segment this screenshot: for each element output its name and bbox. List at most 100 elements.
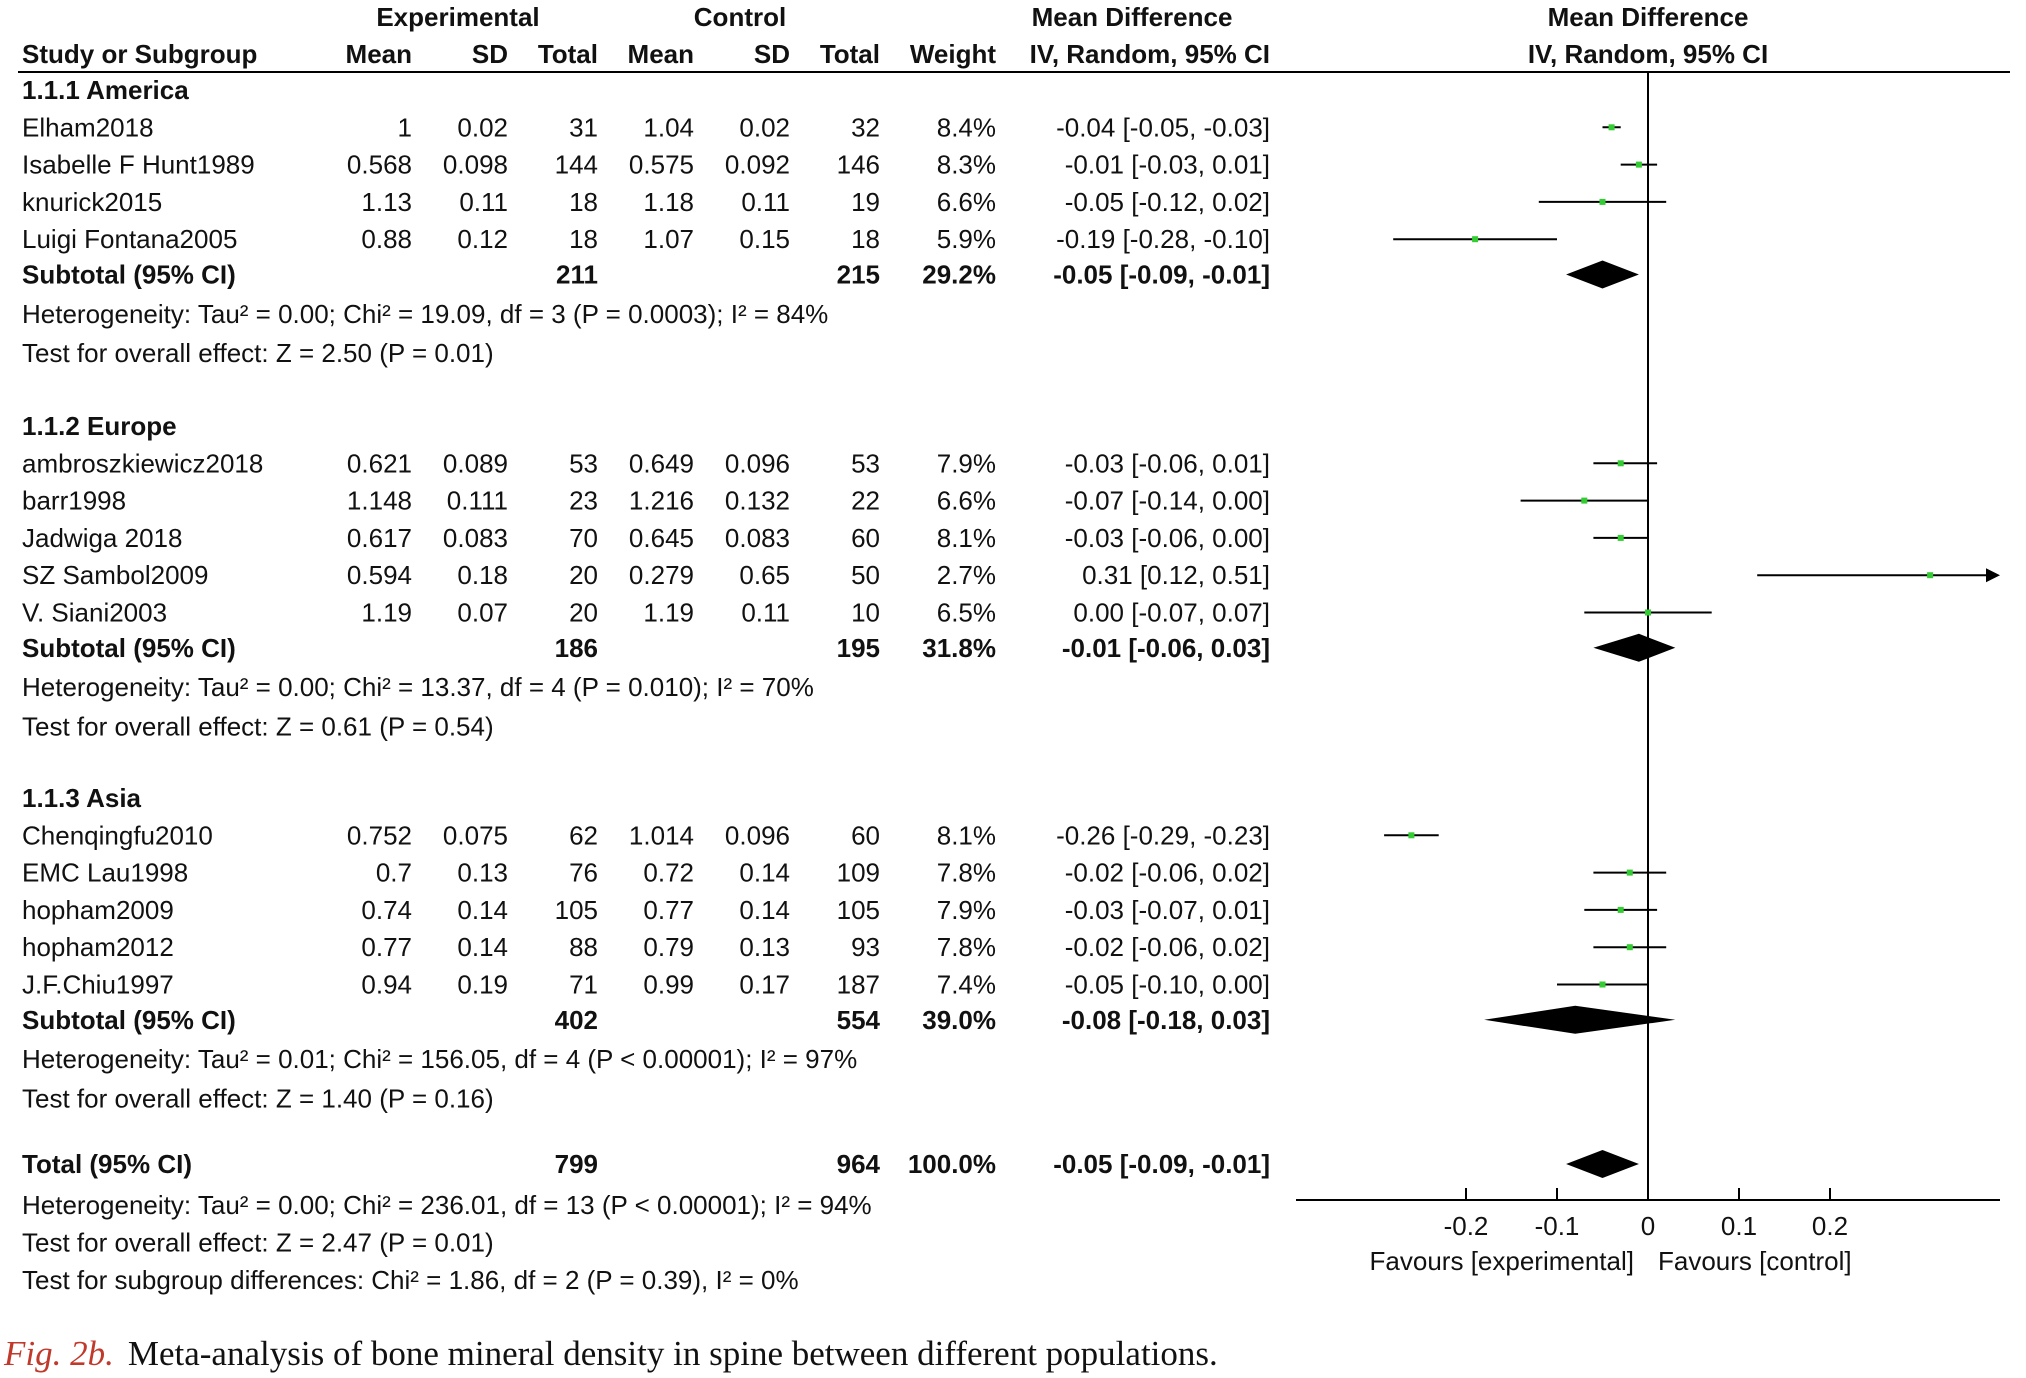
cell-weight: 6.5% [937,598,996,628]
cell-weight: 5.9% [937,224,996,254]
cell-mean-experimental: 0.594 [347,560,412,590]
subtotal-total-experimental: 186 [555,633,598,663]
cell-weight: 8.4% [937,112,996,142]
cell-mean-experimental: 0.94 [361,970,412,1000]
cell-mean-control: 0.79 [643,932,694,962]
subtotal-weight: 31.8% [922,633,996,663]
figure-caption-text: Meta-analysis of bone mineral density in… [127,1334,1218,1373]
subtotal-ci: -0.08 [-0.18, 0.03] [1062,1005,1270,1035]
subtotal-total-control: 554 [837,1005,881,1035]
cell-ci: -0.03 [-0.06, 0.00] [1065,523,1270,553]
cell-total-control: 32 [851,112,880,142]
cell-total-experimental: 71 [569,970,598,1000]
point-estimate-marker [1617,460,1624,467]
cell-mean-experimental: 0.752 [347,820,412,850]
cell-mean-control: 1.07 [643,224,694,254]
cell-sd-experimental: 0.02 [457,112,508,142]
cell-sd-control: 0.096 [725,448,790,478]
x-axis-tick-label: 0.1 [1721,1211,1757,1241]
cell-weight: 6.6% [937,486,996,516]
header-total-control: Total [820,39,880,69]
study-name: V. Siani2003 [22,598,167,628]
point-estimate-marker [1408,832,1415,839]
cell-sd-experimental: 0.07 [457,598,508,628]
header-sd-experimental: SD [472,39,508,69]
cell-mean-control: 0.77 [643,895,694,925]
subtotal-ci: -0.05 [-0.09, -0.01] [1053,260,1270,290]
cell-mean-control: 1.19 [643,598,694,628]
subtotal-label: Subtotal (95% CI) [22,1005,236,1035]
cell-mean-control: 0.72 [643,858,694,888]
subtotal-diamond [1484,1005,1676,1034]
study-name: Isabelle F Hunt1989 [22,150,255,180]
cell-mean-experimental: 0.568 [347,150,412,180]
header-mean-difference-plot: Mean Difference [1548,2,1749,32]
cell-total-experimental: 53 [569,448,598,478]
point-estimate-marker [1635,161,1642,168]
favours-experimental-label: Favours [experimental] [1370,1246,1634,1276]
cell-mean-experimental: 1.19 [361,598,412,628]
x-axis-tick-label: 0 [1641,1211,1655,1241]
cell-mean-control: 0.649 [629,448,694,478]
cell-sd-control: 0.15 [739,224,790,254]
subtotal-label: Subtotal (95% CI) [22,633,236,663]
study-name: Elham2018 [22,112,154,142]
cell-mean-experimental: 1.148 [347,486,412,516]
study-name: EMC Lau1998 [22,858,188,888]
cell-sd-experimental: 0.14 [457,932,508,962]
footer-statistic: Test for subgroup differences: Chi² = 1.… [22,1265,799,1295]
cell-sd-experimental: 0.19 [457,970,508,1000]
cell-total-control: 187 [837,970,880,1000]
cell-ci: -0.01 [-0.03, 0.01] [1065,150,1270,180]
point-estimate-marker [1626,869,1633,876]
study-name: Jadwiga 2018 [22,523,182,553]
cell-total-experimental: 20 [569,598,598,628]
cell-sd-experimental: 0.14 [457,895,508,925]
subgroup-title: 1.1.1 America [22,75,189,105]
cell-total-experimental: 23 [569,486,598,516]
point-estimate-marker [1617,534,1624,541]
cell-weight: 8.3% [937,150,996,180]
point-estimate-marker [1608,124,1615,131]
point-estimate-marker [1581,497,1588,504]
point-estimate-marker [1472,236,1479,243]
cell-mean-experimental: 0.617 [347,523,412,553]
subtotal-weight: 29.2% [922,260,996,290]
cell-total-control: 105 [837,895,880,925]
study-name: hopham2009 [22,895,174,925]
cell-ci: -0.02 [-0.06, 0.02] [1065,858,1270,888]
cell-sd-experimental: 0.111 [447,486,508,516]
cell-weight: 8.1% [937,820,996,850]
cell-ci: 0.31 [0.12, 0.51] [1082,560,1270,590]
header-study-or-subgroup: Study or Subgroup [22,39,257,69]
point-estimate-marker [1599,981,1606,988]
cell-mean-control: 0.575 [629,150,694,180]
cell-total-control: 50 [851,560,880,590]
cell-sd-experimental: 0.18 [457,560,508,590]
study-name: J.F.Chiu1997 [22,970,174,1000]
cell-sd-experimental: 0.12 [457,224,508,254]
point-estimate-marker [1927,572,1934,579]
figure-label: Fig. 2b. [4,1334,114,1373]
footer-statistic: Heterogeneity: Tau² = 0.00; Chi² = 236.0… [22,1190,872,1220]
x-axis-tick-label: -0.2 [1444,1211,1489,1241]
header-control: Control [694,2,786,32]
subtotal-label: Subtotal (95% CI) [22,260,236,290]
subtotal-diamond [1566,260,1639,289]
cell-weight: 2.7% [937,560,996,590]
cell-total-experimental: 88 [569,932,598,962]
study-name: hopham2012 [22,932,174,962]
study-name: knurick2015 [22,187,162,217]
cell-sd-control: 0.083 [725,523,790,553]
point-estimate-marker [1626,944,1633,951]
cell-sd-control: 0.14 [739,858,790,888]
cell-total-control: 10 [851,598,880,628]
cell-sd-control: 0.132 [725,486,790,516]
cell-sd-experimental: 0.089 [443,448,508,478]
cell-ci: -0.03 [-0.07, 0.01] [1065,895,1270,925]
cell-mean-control: 1.04 [643,112,694,142]
subgroup-overall-effect: Test for overall effect: Z = 1.40 (P = 0… [22,1083,494,1113]
header-experimental: Experimental [376,2,539,32]
cell-total-control: 109 [837,858,880,888]
